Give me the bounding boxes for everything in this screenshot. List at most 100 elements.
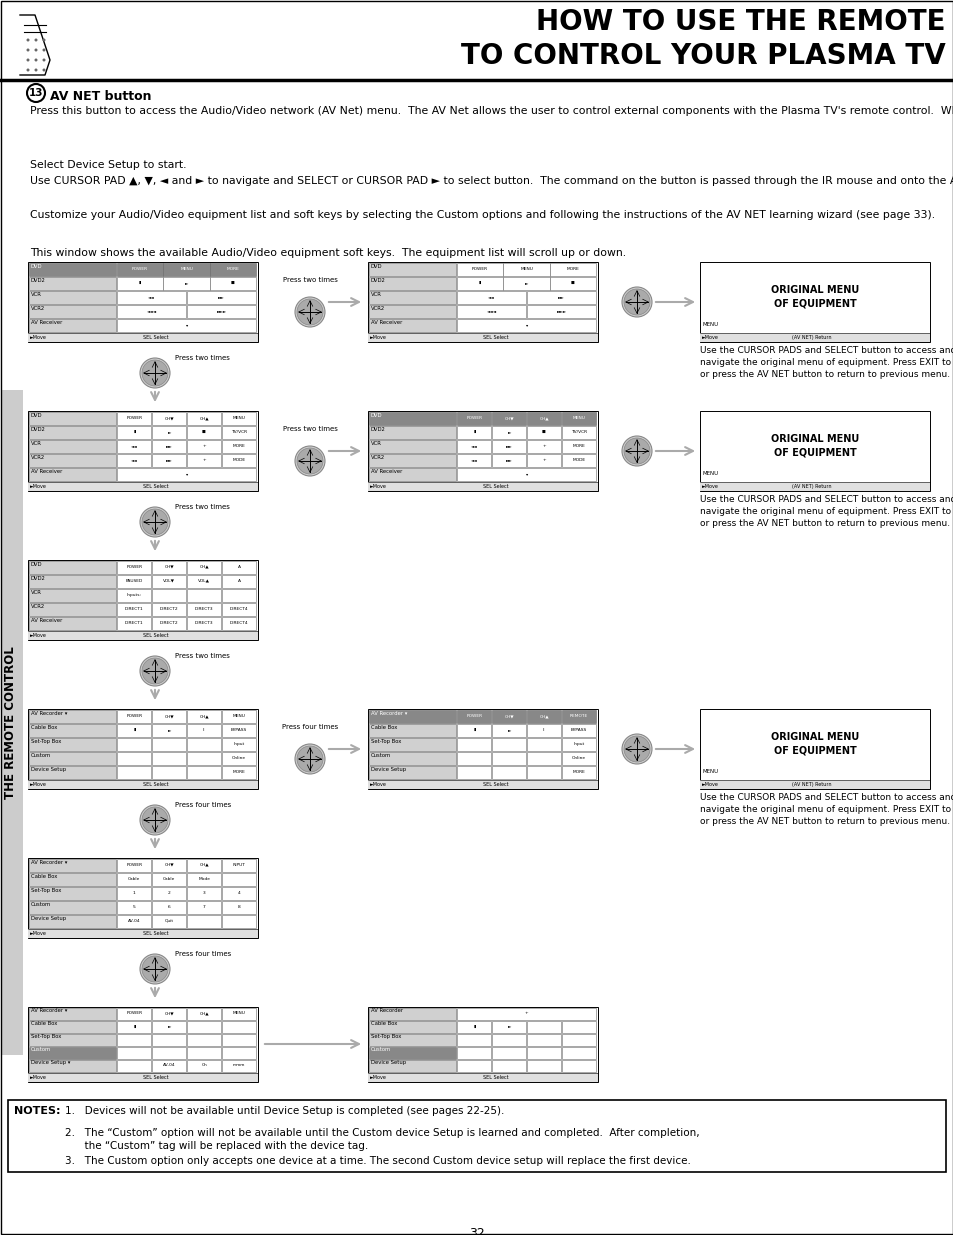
Text: MENU: MENU xyxy=(702,471,719,475)
Bar xyxy=(29,561,116,574)
Bar xyxy=(117,468,256,480)
Bar xyxy=(152,603,186,616)
Bar xyxy=(152,858,186,872)
Text: ►►►: ►►► xyxy=(556,309,566,312)
Text: ►Move: ►Move xyxy=(370,484,387,489)
Text: VOL▲: VOL▲ xyxy=(198,579,210,583)
Text: TV/VCR: TV/VCR xyxy=(571,430,586,433)
Text: MENU: MENU xyxy=(702,322,719,327)
Text: DVD: DVD xyxy=(30,412,43,417)
Bar xyxy=(700,262,929,342)
Bar xyxy=(369,440,456,453)
Text: ◄◄: ◄◄ xyxy=(471,458,477,462)
Bar xyxy=(28,482,257,492)
Bar xyxy=(29,411,116,425)
Text: VCR: VCR xyxy=(30,291,42,296)
Bar xyxy=(221,737,256,751)
Bar xyxy=(492,1046,526,1058)
Bar xyxy=(152,561,186,574)
Bar xyxy=(221,752,256,764)
Bar xyxy=(221,1008,256,1020)
Bar xyxy=(187,290,256,304)
Bar xyxy=(117,589,152,601)
Circle shape xyxy=(34,48,37,52)
Text: +: + xyxy=(541,458,545,462)
Text: NOTES:: NOTES: xyxy=(14,1107,60,1116)
Bar xyxy=(492,453,526,467)
Bar xyxy=(221,872,256,885)
Bar xyxy=(526,737,560,751)
Bar xyxy=(221,1046,256,1058)
Bar xyxy=(561,411,596,425)
Bar xyxy=(152,1046,186,1058)
Text: mmm: mmm xyxy=(233,1063,245,1067)
Text: CH▼: CH▼ xyxy=(164,714,173,718)
Text: VCR2: VCR2 xyxy=(30,604,45,609)
Text: Use the CURSOR PADS and SELECT button to access and
navigate the original menu o: Use the CURSOR PADS and SELECT button to… xyxy=(700,495,953,527)
Text: 1.   Devices will not be available until Device Setup is completed (see pages 22: 1. Devices will not be available until D… xyxy=(65,1107,504,1116)
Text: 3.   The Custom option only accepts one device at a time. The second Custom devi: 3. The Custom option only accepts one de… xyxy=(65,1156,690,1166)
Text: AV NET button: AV NET button xyxy=(50,90,152,103)
Text: ▮▮: ▮▮ xyxy=(541,430,546,433)
Bar xyxy=(561,1060,596,1072)
Text: INPUT: INPUT xyxy=(233,863,245,867)
Bar xyxy=(368,482,598,492)
Bar xyxy=(492,1060,526,1072)
Bar xyxy=(221,1034,256,1046)
Text: VOL▼: VOL▼ xyxy=(163,579,175,583)
Bar xyxy=(187,1008,221,1020)
Text: ►►: ►► xyxy=(558,295,564,299)
Text: (AV NET) Return: (AV NET) Return xyxy=(791,484,831,489)
Bar xyxy=(29,1046,116,1058)
Text: ORIGINAL MENU: ORIGINAL MENU xyxy=(770,732,859,742)
Text: MODE: MODE xyxy=(572,458,585,462)
Text: ►Move: ►Move xyxy=(370,335,387,340)
Bar xyxy=(29,589,116,601)
Bar xyxy=(221,589,256,601)
Text: Ch: Ch xyxy=(201,1063,207,1067)
Text: POWER: POWER xyxy=(466,416,482,420)
Bar xyxy=(29,900,116,914)
Text: Press this button to access the Audio/Video network (AV Net) menu.  The AV Net a: Press this button to access the Audio/Vi… xyxy=(30,106,953,116)
Circle shape xyxy=(34,58,37,62)
Bar xyxy=(117,872,152,885)
Text: ◄◄: ◄◄ xyxy=(149,295,155,299)
Text: Set-Top Box: Set-Top Box xyxy=(371,1035,401,1040)
Bar xyxy=(152,872,186,885)
Text: SEL Select: SEL Select xyxy=(482,1074,508,1079)
Text: SEL Select: SEL Select xyxy=(143,931,169,936)
Bar xyxy=(526,290,596,304)
Text: SEL Select: SEL Select xyxy=(482,782,508,787)
Bar xyxy=(492,411,526,425)
Bar xyxy=(152,1034,186,1046)
Text: MENU: MENU xyxy=(233,714,245,718)
Text: POWER: POWER xyxy=(126,416,142,420)
Text: ▮: ▮ xyxy=(139,282,141,285)
Bar xyxy=(456,277,502,290)
Bar xyxy=(117,1060,152,1072)
Text: POWER: POWER xyxy=(126,863,142,867)
Text: +: + xyxy=(202,458,206,462)
Bar xyxy=(561,440,596,453)
Text: AV-04: AV-04 xyxy=(128,919,140,923)
Bar xyxy=(117,453,152,467)
Text: ►Move: ►Move xyxy=(30,782,47,787)
Text: 2.   The “Custom” option will not be available until the Custom device Setup is : 2. The “Custom” option will not be avail… xyxy=(65,1128,699,1151)
Bar xyxy=(152,426,186,438)
Text: ►Move: ►Move xyxy=(370,782,387,787)
Text: Custom: Custom xyxy=(371,752,391,758)
Bar xyxy=(221,914,256,927)
Text: ►Move: ►Move xyxy=(30,335,47,340)
Bar xyxy=(561,1034,596,1046)
Bar xyxy=(526,1020,560,1032)
Text: OF EQUIPMENT: OF EQUIPMENT xyxy=(773,299,856,309)
Bar xyxy=(492,426,526,438)
Bar xyxy=(456,305,526,317)
Text: ►: ► xyxy=(507,727,511,732)
Text: ◄◄: ◄◄ xyxy=(471,445,477,448)
Bar xyxy=(221,1060,256,1072)
Text: POWER: POWER xyxy=(126,714,142,718)
Bar xyxy=(221,440,256,453)
Bar xyxy=(526,752,560,764)
Bar xyxy=(187,1046,221,1058)
